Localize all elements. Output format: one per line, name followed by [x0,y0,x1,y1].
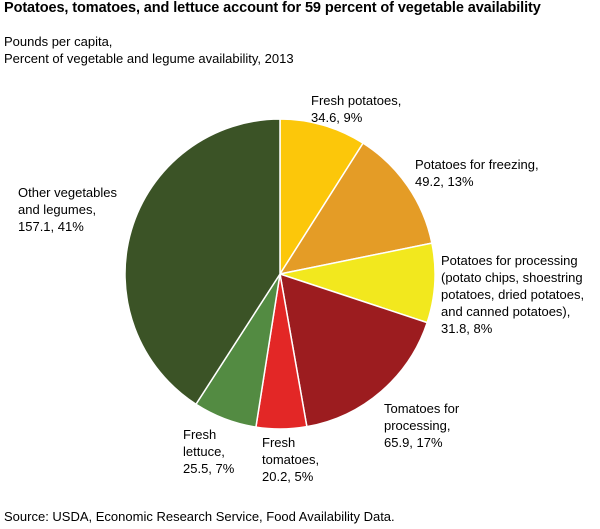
slice-label-other-vegetables: Other vegetables and legumes, 157.1, 41% [18,185,118,234]
chart-subtitle-units: Pounds per capita, [4,34,113,49]
pie-slice-tomatoes-for-processing [279,273,428,428]
chart-title: Potatoes, tomatoes, and lettuce account … [4,0,541,16]
pie-slice-potatoes-for-freezing [279,142,433,275]
slice-label-fresh-tomatoes: Fresh tomatoes, 20.2, 5% [262,435,320,484]
slice-label-fresh-lettuce: Fresh lettuce, 25.5, 7% [183,427,235,476]
pie-slice-fresh-potatoes [279,118,364,275]
slice-label-tomatoes-for-processing: Tomatoes for processing, 65.9, 17% [384,401,460,450]
slice-label-fresh-potatoes: Fresh potatoes, 34.6, 9% [311,93,402,125]
chart-subtitle-description: Percent of vegetable and legume availabi… [4,51,294,66]
slice-label-potatoes-for-freezing: Potatoes for freezing, 49.2, 13% [415,157,539,189]
chart-source: Source: USDA, Economic Research Service,… [4,509,395,524]
slice-label-potatoes-for-processing: Potatoes for processing (potato chips, s… [441,253,585,336]
pie-slice-other-vegetables [124,118,281,405]
